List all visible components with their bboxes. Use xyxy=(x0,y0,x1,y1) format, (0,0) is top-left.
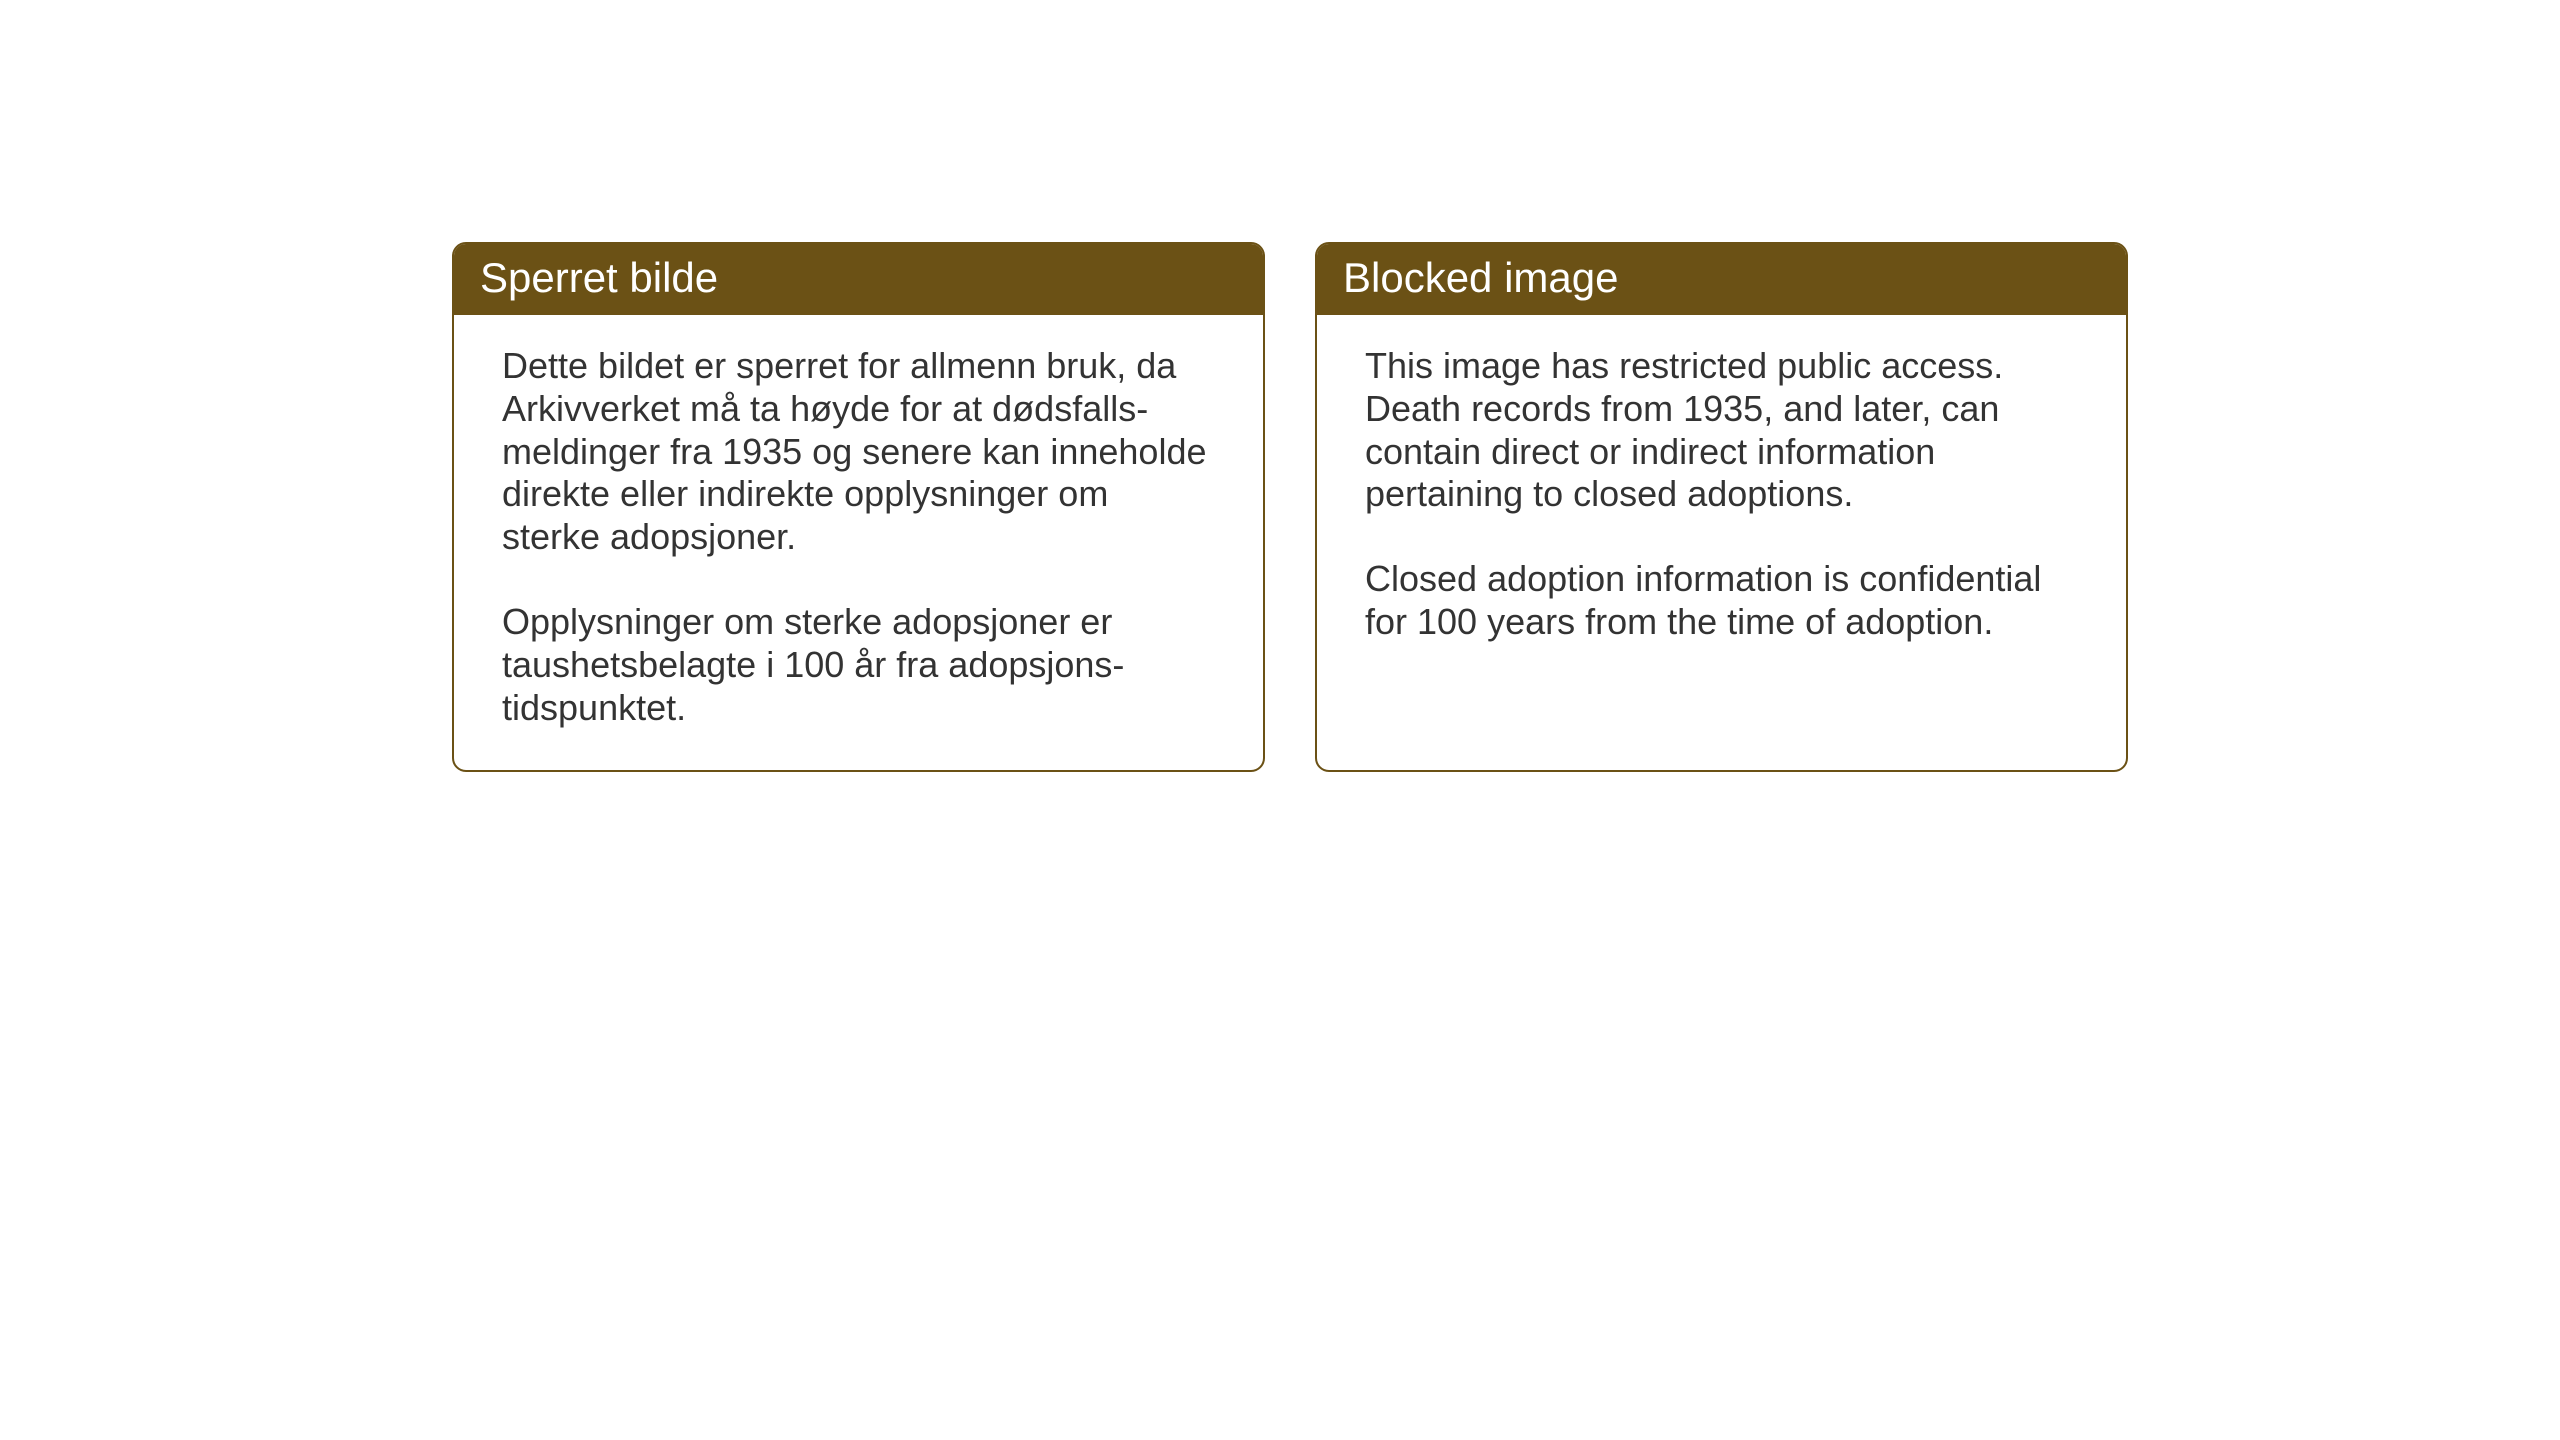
norwegian-paragraph-2: Opplysninger om sterke adopsjoner er tau… xyxy=(502,601,1215,729)
english-card: Blocked image This image has restricted … xyxy=(1315,242,2128,772)
norwegian-paragraph-1: Dette bildet er sperret for allmenn bruk… xyxy=(502,345,1215,559)
english-paragraph-2: Closed adoption information is confident… xyxy=(1365,558,2078,644)
norwegian-card: Sperret bilde Dette bildet er sperret fo… xyxy=(452,242,1265,772)
cards-container: Sperret bilde Dette bildet er sperret fo… xyxy=(452,242,2128,772)
english-card-title: Blocked image xyxy=(1317,244,2126,315)
english-paragraph-1: This image has restricted public access.… xyxy=(1365,345,2078,516)
english-card-body: This image has restricted public access.… xyxy=(1317,315,2126,684)
norwegian-card-body: Dette bildet er sperret for allmenn bruk… xyxy=(454,315,1263,770)
norwegian-card-title: Sperret bilde xyxy=(454,244,1263,315)
